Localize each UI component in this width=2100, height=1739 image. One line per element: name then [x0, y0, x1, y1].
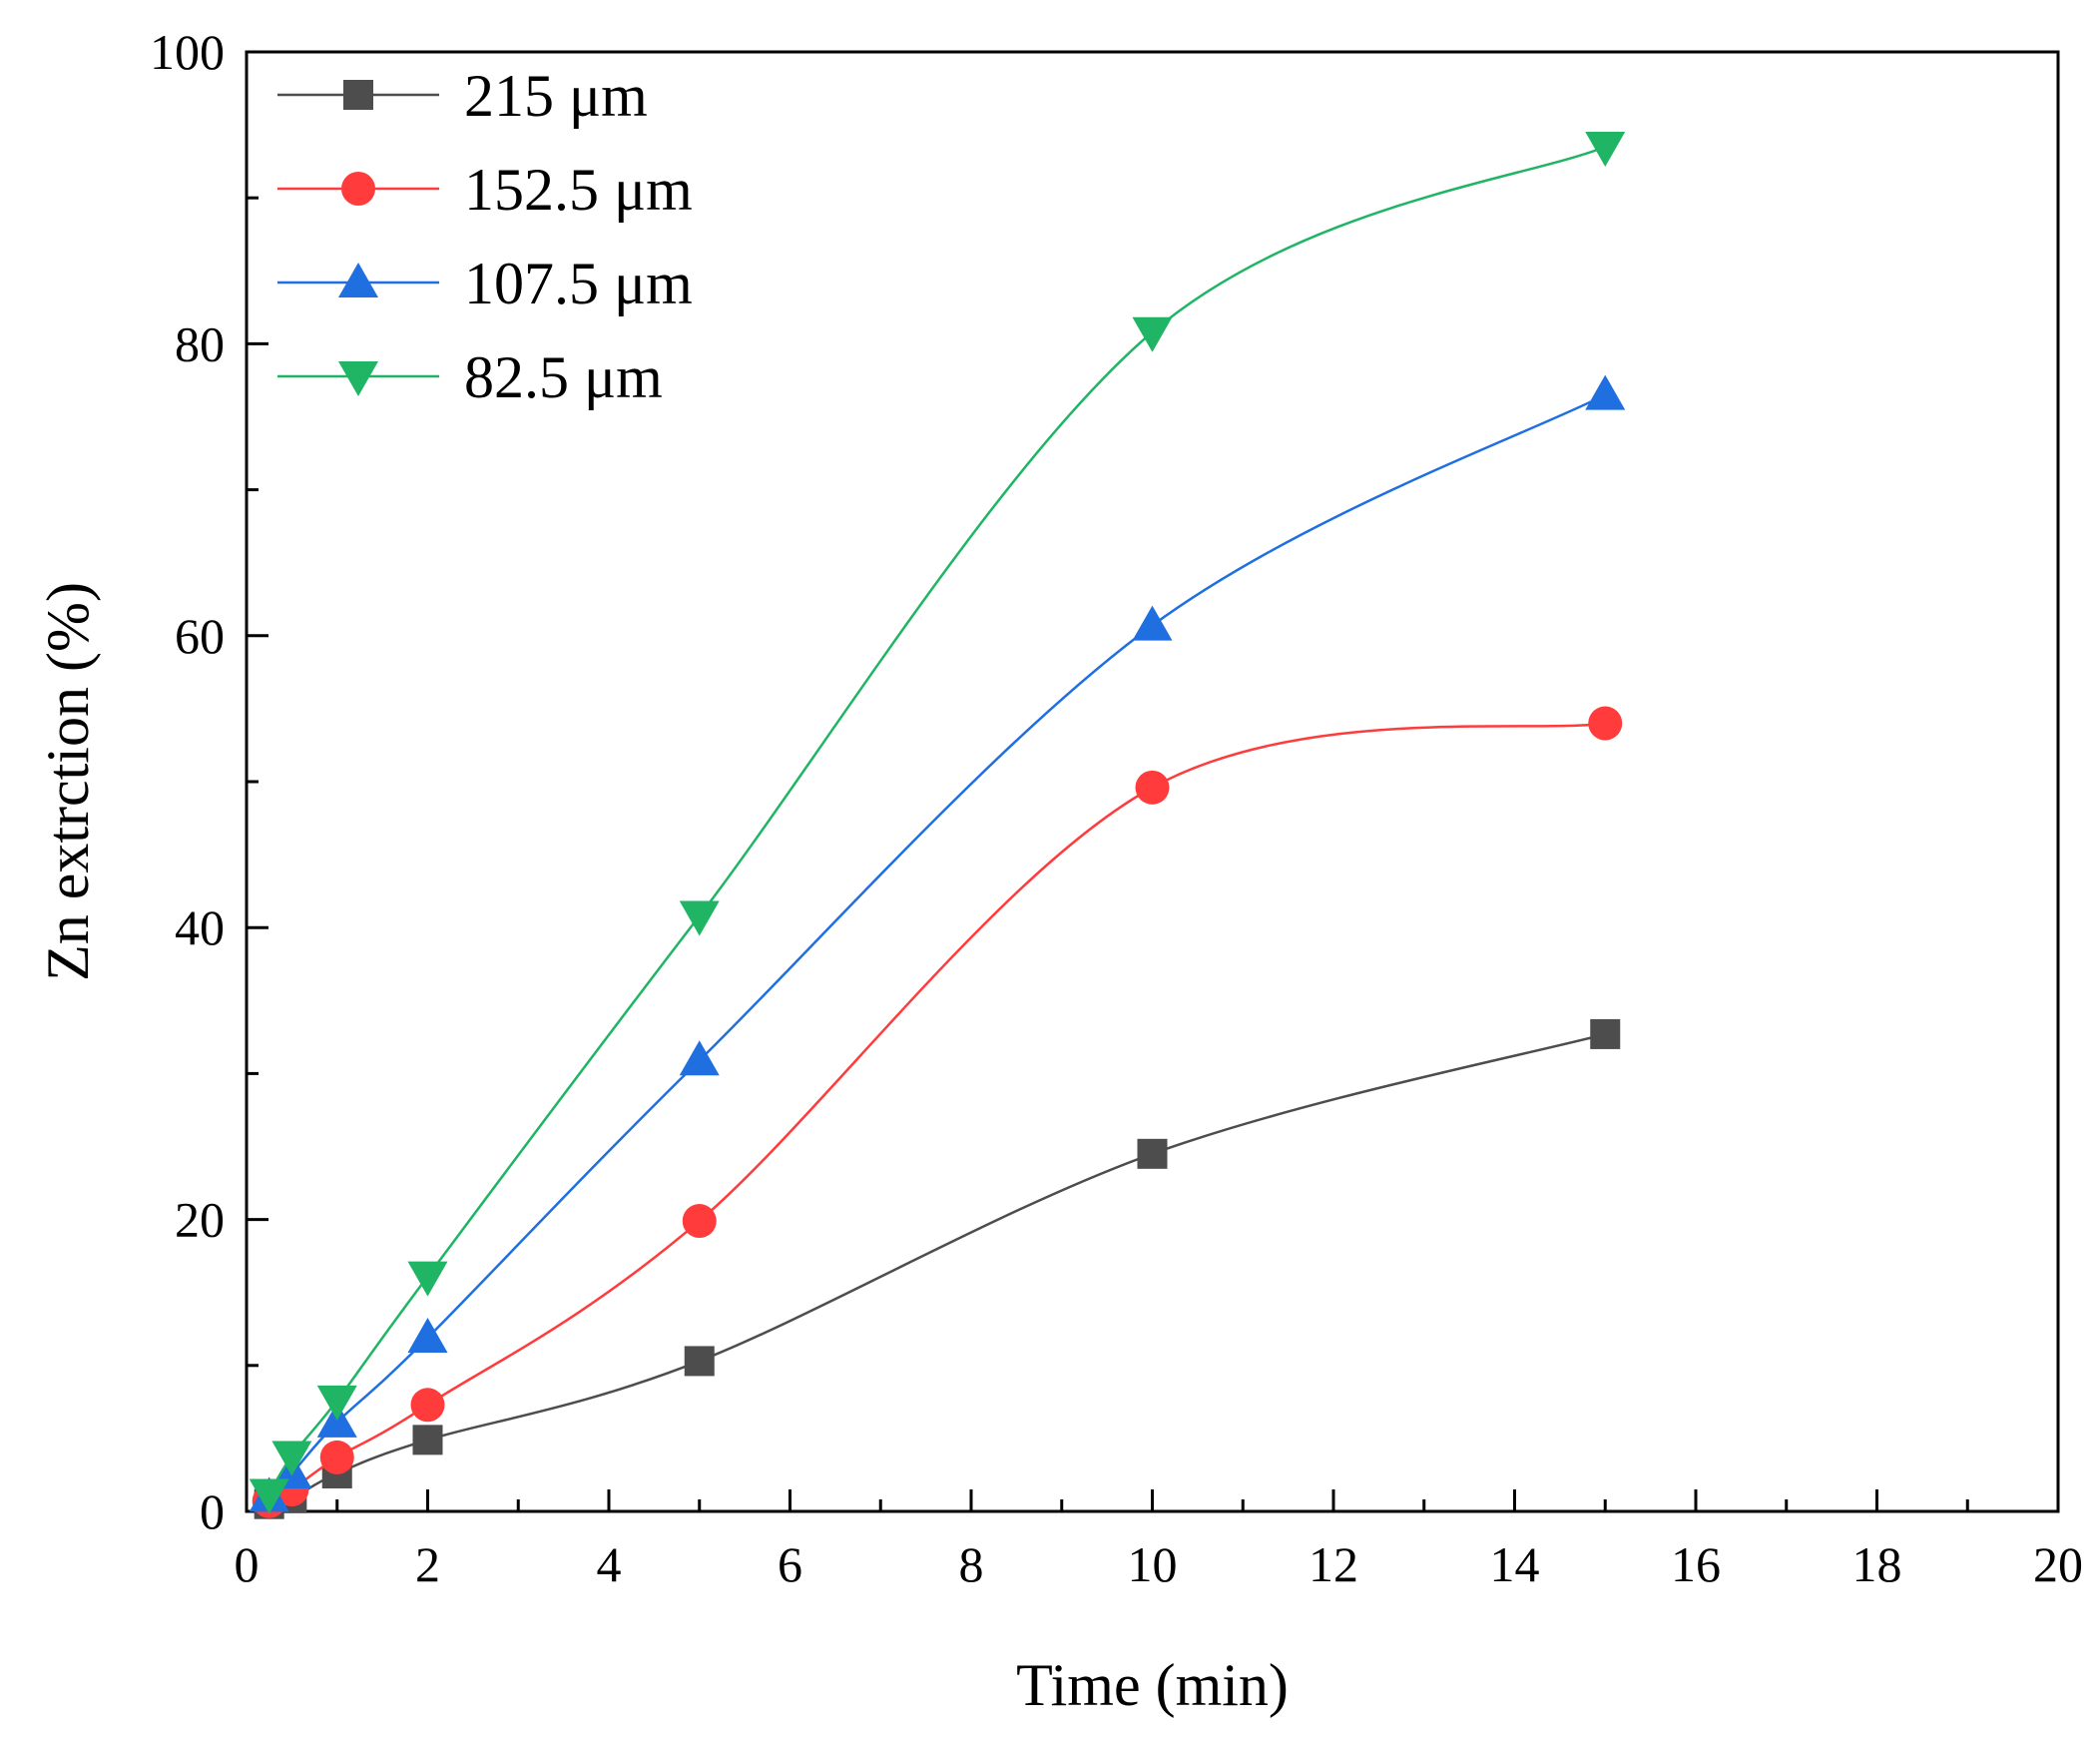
legend-marker	[341, 172, 375, 206]
series-line-2	[268, 722, 1606, 1502]
series-line-1	[268, 1032, 1606, 1505]
legend-label: 152.5 μm	[464, 157, 693, 223]
data-point	[412, 1425, 443, 1455]
data-point	[682, 1204, 717, 1239]
data-point	[1585, 374, 1626, 410]
x-tick-label: 14	[1490, 1536, 1540, 1592]
legend-label: 107.5 μm	[464, 251, 693, 316]
x-tick-label: 8	[959, 1536, 984, 1592]
y-tick-label: 100	[150, 24, 225, 80]
legend-marker	[338, 263, 378, 297]
x-tick-label: 4	[597, 1536, 622, 1592]
legend-label: 215 μm	[464, 63, 648, 129]
data-point	[407, 1318, 448, 1354]
data-point	[1132, 316, 1173, 352]
data-point	[316, 1385, 357, 1421]
legend-label: 82.5 μm	[464, 344, 663, 410]
data-point	[1132, 605, 1173, 641]
y-tick-label: 40	[175, 899, 225, 955]
x-axis-title: Time (min)	[1016, 1652, 1289, 1718]
data-point	[410, 1388, 445, 1423]
x-tick-label: 16	[1671, 1536, 1721, 1592]
data-point	[271, 1441, 312, 1476]
x-tick-label: 2	[415, 1536, 440, 1592]
data-point	[407, 1261, 448, 1297]
x-tick-label: 10	[1128, 1536, 1178, 1592]
data-point	[1135, 770, 1170, 805]
legend-marker	[338, 361, 378, 396]
x-tick-label: 6	[778, 1536, 802, 1592]
data-point	[249, 1478, 289, 1514]
y-tick-label: 60	[175, 608, 225, 664]
x-tick-label: 12	[1309, 1536, 1358, 1592]
x-tick-label: 0	[235, 1536, 260, 1592]
y-tick-label: 20	[175, 1192, 225, 1248]
legend-marker	[343, 80, 373, 110]
y-axis-title: Zn extrction (%)	[35, 582, 101, 981]
data-point	[679, 1040, 720, 1076]
data-point	[1590, 1018, 1621, 1049]
series-line-3	[267, 393, 1606, 1498]
data-point	[1137, 1138, 1168, 1169]
y-tick-label: 0	[200, 1483, 225, 1539]
x-tick-label: 18	[1852, 1536, 1902, 1592]
data-point	[684, 1346, 715, 1377]
data-point	[679, 900, 720, 936]
data-point	[1585, 132, 1626, 168]
x-tick-label: 20	[2033, 1536, 2083, 1592]
y-tick-label: 80	[175, 315, 225, 371]
data-point	[1588, 706, 1623, 741]
data-point	[319, 1440, 354, 1474]
